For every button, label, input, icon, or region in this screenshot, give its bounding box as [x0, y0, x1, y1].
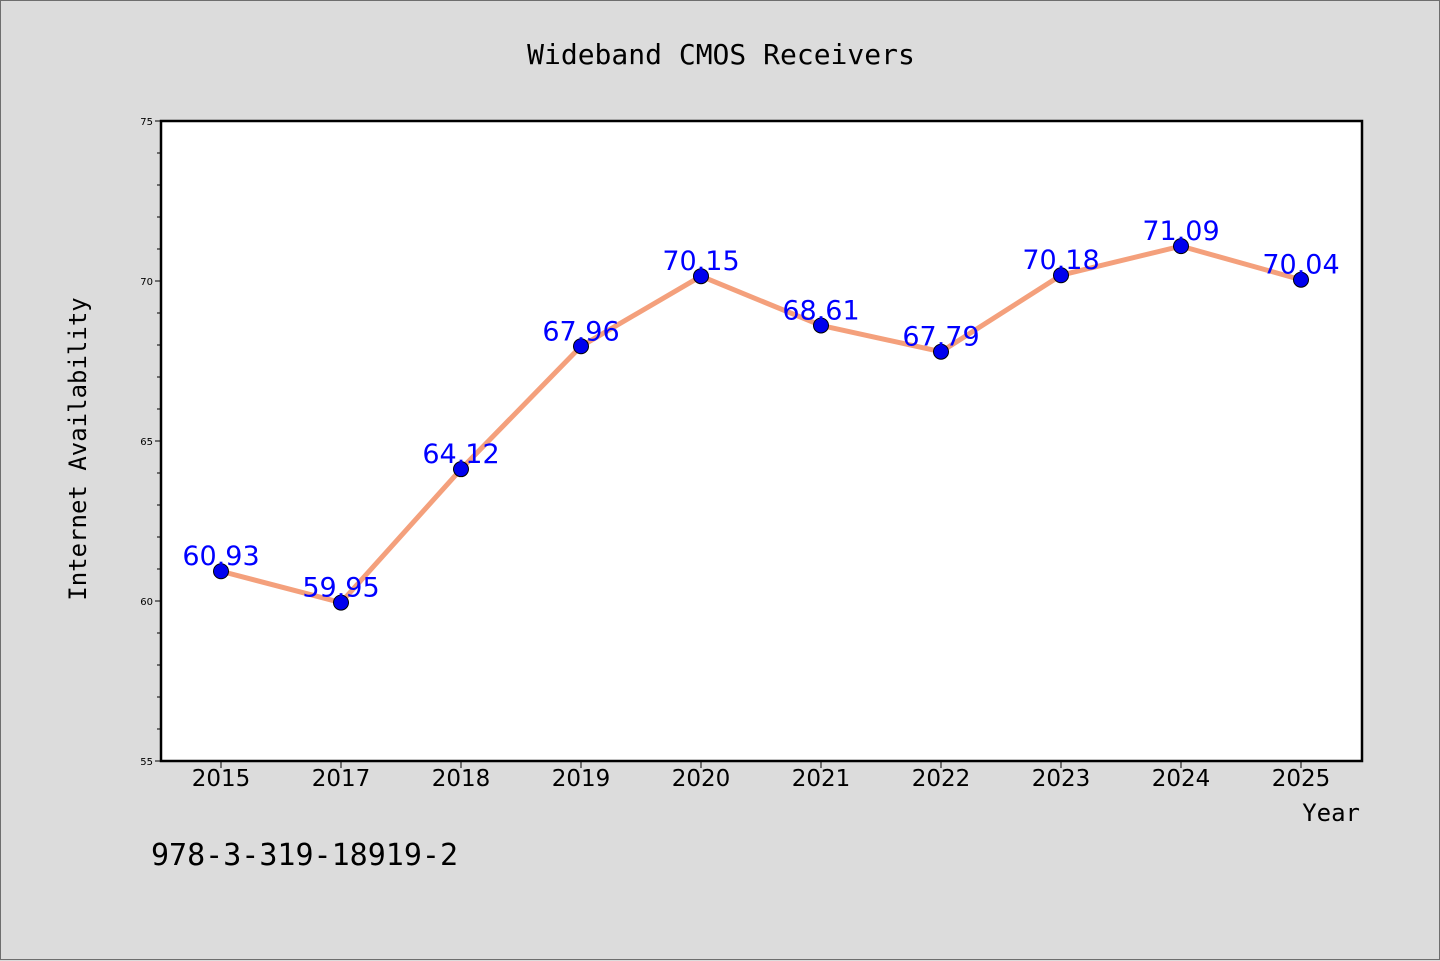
data-point: [693, 268, 709, 285]
isbn-annotation: 978-3-319-18919-2: [151, 838, 458, 873]
x-tick-label: 2020: [672, 766, 731, 792]
data-label: 68.61: [782, 295, 859, 326]
x-tick-label: 2015: [192, 766, 251, 792]
x-tick-label: 2025: [1272, 766, 1331, 792]
data-label: 70.15: [662, 246, 739, 277]
y-tick-label: 60: [140, 597, 153, 608]
x-tick-label: 2018: [432, 766, 491, 792]
y-axis-ticks: [155, 120, 161, 762]
data-label: 67.79: [902, 322, 979, 353]
data-point: [1293, 271, 1309, 288]
x-tick-label: 2019: [552, 766, 611, 792]
data-label: 64.12: [422, 439, 499, 470]
x-tick-label: 2017: [312, 766, 371, 792]
y-tick-label: 55: [140, 757, 153, 768]
x-tick-label: 2022: [912, 766, 971, 792]
x-tick-label: 2024: [1152, 766, 1211, 792]
data-point: [933, 343, 949, 360]
data-label: 70.04: [1262, 250, 1339, 281]
data-label: 70.18: [1022, 245, 1099, 276]
y-axis-label: Internet Availability: [64, 297, 92, 600]
series-internet-availability: [213, 238, 1309, 611]
data-point: [333, 594, 349, 611]
chart-title: Wideband CMOS Receivers: [527, 38, 915, 71]
data-labels: 60.93 59.95 64.12 67.96 70.15 68.61 67.79 70.18…: [182, 216, 1339, 603]
x-tick-label: 2023: [1032, 766, 1091, 792]
plot-area: [159, 119, 1364, 763]
data-label: 59.95: [302, 573, 379, 604]
data-label: 67.96: [542, 316, 619, 347]
data-point: [813, 317, 829, 334]
y-axis-tick-labels: 55 60 65 70 75: [140, 117, 153, 768]
y-tick-label: 75: [140, 117, 153, 128]
data-label: 60.93: [182, 541, 259, 572]
y-tick-label: 65: [140, 437, 153, 448]
data-point: [573, 338, 589, 355]
data-point: [453, 461, 469, 478]
x-axis-ticks: [220, 761, 1302, 768]
data-point: [213, 563, 229, 580]
x-tick-label: 2021: [792, 766, 851, 792]
x-axis-tick-labels: 2015 2017 2018 2019 2020 2021 2022 2023 2024 2025: [192, 766, 1331, 792]
y-tick-label: 70: [140, 277, 153, 288]
series-line: [218, 243, 1304, 606]
data-label: 71.09: [1142, 216, 1219, 247]
x-axis-label: Year: [1302, 799, 1360, 827]
data-point: [1173, 238, 1189, 255]
data-point: [1053, 267, 1069, 284]
